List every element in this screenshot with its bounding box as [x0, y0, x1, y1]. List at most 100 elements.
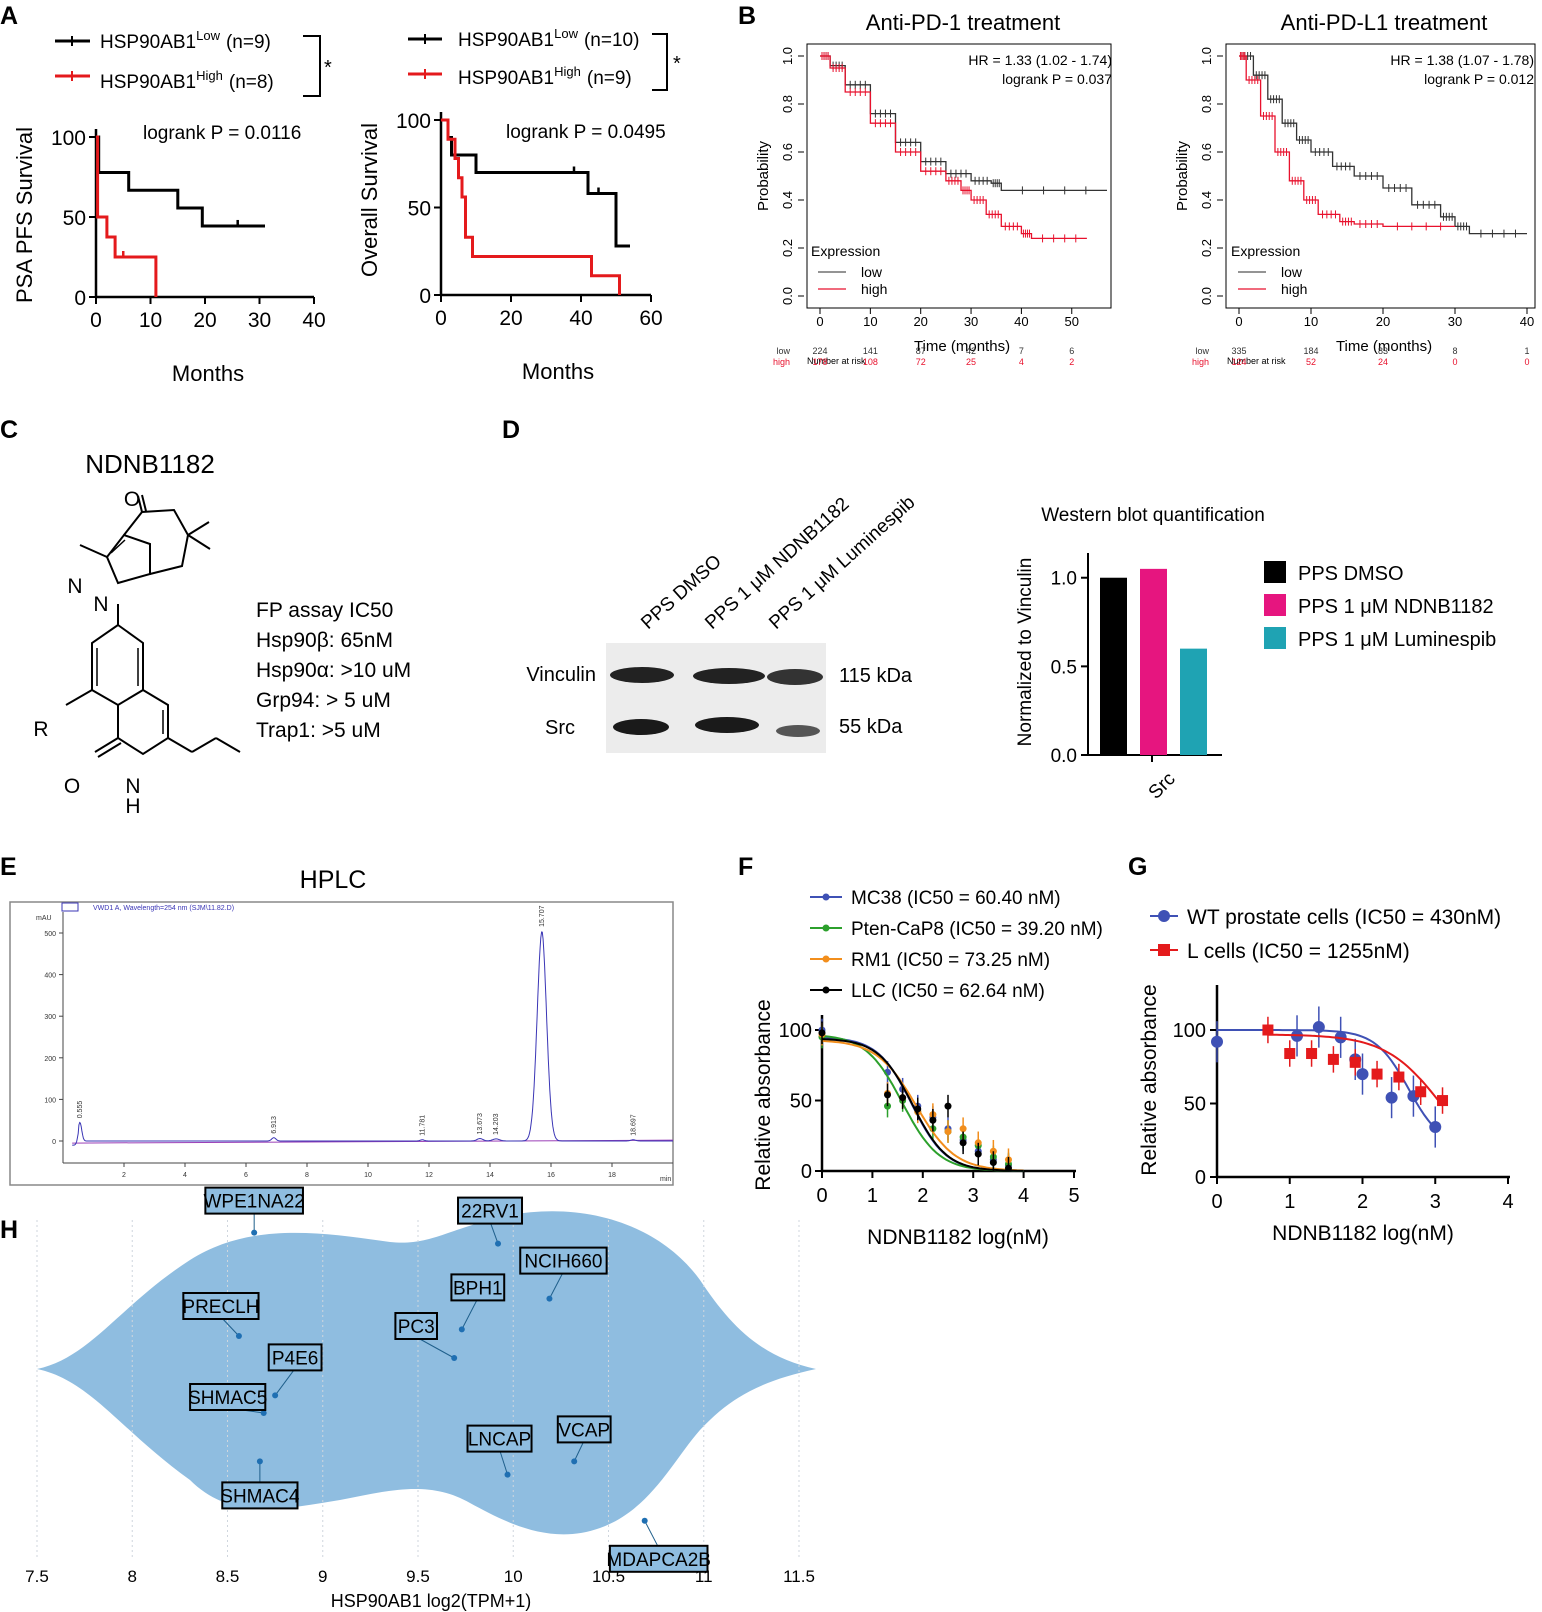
chromatogram-frame: [9, 901, 674, 1186]
cell-line-label-box: [608, 1544, 709, 1573]
y-tick-label: 0.6: [1199, 143, 1214, 161]
data-point: [1004, 1164, 1012, 1172]
y-tick-label: 0.0: [780, 287, 795, 305]
risk-count: 0: [1452, 357, 1457, 367]
legend-label: MC38 (IC50 = 60.40 nM): [851, 888, 1061, 909]
label-leader: [415, 1336, 455, 1359]
peak-label: 14.203: [493, 1113, 500, 1135]
x-tick-label: 14: [486, 1172, 494, 1179]
risk-count: 0: [1524, 357, 1529, 367]
x-tick-label: 0: [1211, 1191, 1222, 1213]
x-tick-label: 0: [816, 314, 823, 329]
cell-line-label: 22RV1: [461, 1202, 519, 1223]
cell-line-label: NCIH660: [524, 1252, 602, 1273]
y-tick-label: 400: [44, 973, 56, 980]
x-tick-label: 2: [122, 1172, 126, 1179]
y-tick-label: 100: [1173, 1020, 1206, 1042]
y-tick-label: 0: [74, 287, 86, 310]
risk-count: 25: [966, 357, 976, 367]
peak-label: 11.781: [419, 1115, 426, 1136]
x-tick-label: 9: [318, 1567, 327, 1586]
cell-line-point: [272, 1392, 279, 1399]
y-tick-label: 0.6: [780, 143, 795, 161]
y-tick-label: 50: [790, 1091, 812, 1113]
plot-area: 0 20 40 60 0 50 100: [396, 110, 663, 330]
x-tick-label: 40: [1014, 314, 1028, 329]
cell-line-point: [256, 1458, 263, 1465]
y-tick-label: 0.2: [780, 239, 795, 257]
cell-line-label-box: [519, 1246, 608, 1275]
x-tick-label: 9.5: [406, 1567, 430, 1586]
x-tick-label: 6: [244, 1172, 248, 1179]
x-unit-label: min: [660, 1176, 671, 1183]
risk-row-label: low: [776, 346, 790, 356]
legend-label-high: high: [861, 281, 887, 297]
legend-label-low: HSP90AB1Low (n=10): [458, 26, 639, 51]
label-leader: [489, 1221, 499, 1244]
data-point: [1356, 1068, 1369, 1081]
hr-label: HR = 1.33 (1.02 - 1.74): [968, 52, 1112, 68]
data-point: [1211, 1035, 1223, 1048]
km-curve-high: [820, 55, 1087, 240]
cell-line-point: [251, 1229, 258, 1236]
x-tick-label: 50: [1065, 314, 1079, 329]
y-unit-label: mAU: [36, 915, 52, 922]
significance-star: *: [673, 53, 681, 75]
y-tick-label: 300: [44, 1014, 56, 1021]
data-point: [1284, 1048, 1296, 1060]
x-tick-label: 10: [504, 1567, 523, 1586]
cell-line-label: MDAPCA2B: [606, 1550, 711, 1571]
p-label: logrank P = 0.012: [1424, 71, 1534, 87]
band-protein-label: Src: [545, 717, 575, 739]
panel-letter-e: E: [0, 853, 17, 881]
peak-label: 18.697: [630, 1114, 637, 1136]
x-axis-label: Months: [172, 361, 244, 386]
risk-count: 42: [966, 346, 976, 356]
cell-line-label-box: [457, 1196, 524, 1225]
risk-count: 124: [1231, 357, 1246, 367]
peak-label: 0.555: [77, 1101, 84, 1119]
data-point: [989, 1159, 997, 1167]
cell-line-point: [504, 1471, 511, 1478]
y-axis-label: Relative absorbance: [752, 999, 775, 1190]
y-tick-label: 100: [51, 127, 86, 150]
y-tick-label: 0: [1195, 1167, 1206, 1189]
legend-marker: [1158, 910, 1170, 922]
x-tick-label: 30: [248, 309, 271, 332]
significance-bracket: [303, 35, 321, 97]
chart-title: Anti-PD-1 treatment: [866, 10, 1060, 35]
peak-label: 13.673: [477, 1113, 484, 1135]
panel-letter-b: B: [738, 2, 756, 30]
legend-label-low: HSP90AB1Low (n=9): [100, 28, 271, 53]
label-leader: [461, 1298, 479, 1330]
y-tick-label: 100: [396, 110, 431, 133]
band-mw-label: 55 kDa: [839, 716, 903, 738]
x-tick-label: 20: [913, 314, 927, 329]
panel-letter-h: H: [0, 1216, 18, 1244]
legend-title: Expression: [1231, 243, 1300, 259]
y-tick-label: 500: [44, 931, 56, 938]
risk-count: 141: [863, 346, 878, 356]
legend: HSP90AB1Low (n=10) HSP90AB1High (n=9) *: [408, 26, 681, 91]
x-tick-label: 2: [1357, 1191, 1368, 1213]
risk-count: 87: [916, 346, 926, 356]
cell-line-point: [235, 1333, 242, 1339]
cell-line-label: PC3: [398, 1317, 435, 1338]
band-vinculin: [610, 667, 674, 683]
legend-label: PPS 1 μM NDNB1182: [1298, 596, 1494, 618]
legend-label: WT prostate cells (IC50 = 430nM): [1187, 906, 1501, 929]
y-tick-label: 0: [52, 1139, 56, 1146]
y-tick-label: 100: [44, 1097, 56, 1104]
risk-row-label: high: [773, 357, 790, 367]
km-curve-high: [1239, 55, 1455, 228]
peak-label: 6.913: [271, 1116, 278, 1134]
p-label: logrank P = 0.037: [1002, 71, 1112, 87]
bar-3: [1180, 648, 1207, 755]
data-point: [818, 1029, 826, 1037]
data-point: [1393, 1071, 1405, 1083]
y-axis-label: PSA PFS Survival: [12, 127, 37, 303]
cell-line-label: BPH1: [453, 1278, 503, 1299]
band-src: [695, 717, 759, 733]
x-tick-label: 3: [968, 1185, 979, 1207]
